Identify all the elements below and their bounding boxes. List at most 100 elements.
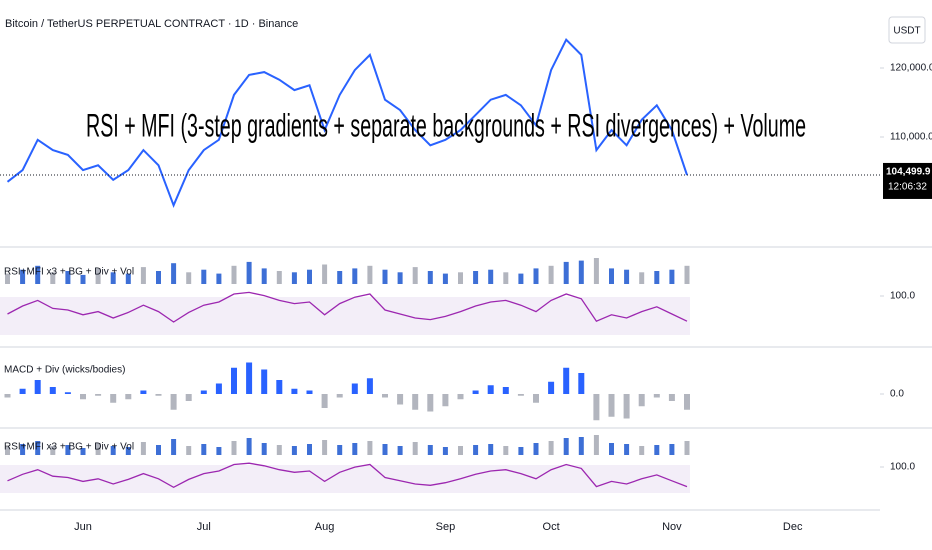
- pane-label: RSI+MFI x3 + BG + Div + Vol: [4, 267, 134, 278]
- macd-bar: [125, 394, 132, 400]
- volume-bar: [50, 446, 56, 455]
- y-tick-label: 0.0: [890, 389, 904, 400]
- volume-bar: [65, 271, 71, 284]
- x-tick-label: Jul: [197, 521, 211, 533]
- macd-bar: [64, 392, 71, 394]
- currency-label[interactable]: USDT: [893, 26, 920, 37]
- macd-bar: [231, 367, 237, 394]
- volume-bar: [186, 446, 192, 455]
- last-price-label: 104,499.9: [886, 167, 931, 178]
- volume-bar: [246, 438, 252, 455]
- volume-bar: [367, 441, 373, 455]
- volume-bar: [65, 445, 71, 455]
- volume-bar: [352, 268, 358, 284]
- volume-bar: [276, 271, 282, 284]
- volume-bar: [639, 272, 645, 284]
- currency-button[interactable]: [888, 16, 926, 44]
- macd-bar: [215, 383, 222, 394]
- volume-bar: [140, 442, 146, 455]
- volume-bar: [291, 446, 297, 455]
- macd-bar: [412, 394, 419, 410]
- volume-bar: [291, 272, 297, 284]
- volume-bar: [518, 273, 524, 284]
- macd-bar: [19, 388, 26, 394]
- volume-bar: [442, 447, 448, 455]
- volume-bar: [473, 271, 479, 284]
- volume-bar: [412, 442, 418, 455]
- x-tick-label: Sep: [436, 521, 456, 533]
- rsi-band: [0, 465, 690, 493]
- volume-bar: [20, 269, 26, 284]
- volume-bar: [533, 443, 539, 455]
- y-tick-label: 120,000.0: [890, 63, 932, 74]
- volume-bar: [563, 438, 569, 455]
- macd-bar: [397, 394, 404, 405]
- volume-bar: [231, 441, 237, 455]
- volume-bar: [337, 445, 343, 455]
- macd-bar: [351, 383, 358, 394]
- volume-bar: [231, 265, 237, 284]
- macd-bar: [472, 390, 479, 394]
- volume-bar: [473, 445, 479, 455]
- volume-bar: [20, 444, 26, 455]
- rsi-line: [7, 291, 688, 323]
- volume-bar: [578, 260, 584, 284]
- volume-bar: [442, 273, 448, 284]
- volume-bar: [246, 261, 252, 284]
- volume-bar: [322, 264, 328, 284]
- symbol-title: Bitcoin / TetherUS PERPETUAL CONTRACT · …: [5, 18, 298, 30]
- macd-bar: [246, 362, 253, 394]
- macd-bar: [533, 394, 539, 403]
- y-tick-label: 110,000.0: [890, 132, 932, 143]
- volume-bar: [684, 441, 690, 455]
- macd-bar: [140, 390, 147, 394]
- volume-bar: [171, 263, 177, 284]
- volume-bar: [337, 271, 343, 284]
- volume-bar: [503, 446, 509, 455]
- volume-bar: [609, 443, 614, 455]
- macd-bar: [382, 394, 388, 398]
- volume-bar: [216, 273, 222, 284]
- x-tick-label: Aug: [315, 521, 335, 533]
- volume-bar: [427, 445, 433, 455]
- volume-bar: [654, 271, 660, 284]
- volume-bar: [639, 446, 645, 455]
- macd-bar: [185, 394, 192, 401]
- macd-bar: [638, 394, 645, 407]
- volume-bar: [427, 271, 433, 284]
- volume-bar: [50, 272, 56, 284]
- volume-bar: [276, 445, 282, 455]
- volume-bar: [669, 269, 675, 284]
- volume-bar: [488, 444, 494, 455]
- volume-bar: [578, 437, 584, 455]
- macd-bar: [487, 385, 494, 394]
- volume-bar: [609, 268, 614, 284]
- volume-bar: [382, 444, 388, 455]
- volume-bar: [125, 447, 131, 455]
- volume-bar: [548, 441, 554, 455]
- volume-bar: [397, 272, 403, 284]
- volume-bar: [201, 444, 207, 455]
- pane-label: MACD + Div (wicks/bodies): [4, 365, 125, 376]
- volume-bar: [669, 444, 675, 455]
- pane-label: RSI+MFI x3 + BG + Div + Vol: [4, 442, 134, 453]
- volume-bar: [488, 269, 494, 284]
- volume-bar: [593, 435, 599, 455]
- volume-bar: [563, 261, 569, 284]
- volume-bar: [654, 445, 660, 455]
- volume-bar: [307, 269, 312, 284]
- macd-bar: [276, 380, 283, 394]
- volume-bar: [322, 440, 328, 455]
- volume-bar: [110, 272, 116, 284]
- macd-bar: [578, 373, 585, 394]
- volume-bar: [503, 272, 509, 284]
- macd-bar: [4, 394, 11, 398]
- macd-bar: [502, 387, 509, 394]
- volume-bar: [518, 447, 524, 455]
- rsi-line: [7, 462, 688, 489]
- volume-bar: [307, 444, 312, 455]
- volume-bar: [412, 267, 418, 284]
- x-tick-label: Dec: [783, 521, 803, 533]
